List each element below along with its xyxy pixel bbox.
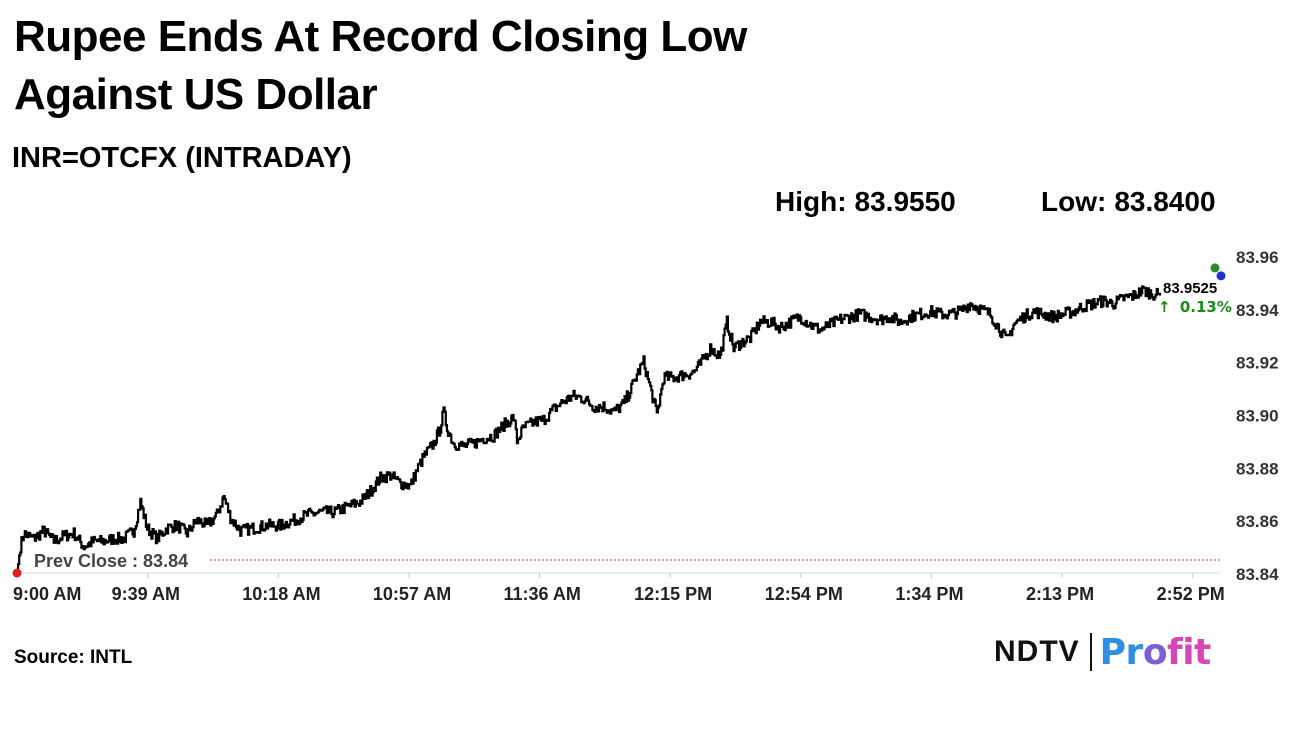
last-value-label: 83.9525	[1163, 280, 1217, 297]
x-tick-label: 1:34 PM	[895, 584, 963, 604]
up-arrow-icon: ↑	[1158, 298, 1171, 316]
chart-title: Rupee Ends At Record Closing Low Against…	[14, 12, 747, 119]
y-tick-label: 83.84	[1236, 565, 1279, 584]
y-tick-label: 83.86	[1236, 512, 1279, 531]
y-tick-label: 83.90	[1236, 407, 1279, 426]
y-tick-label: 83.92	[1236, 354, 1279, 373]
last-point-marker	[1216, 271, 1226, 281]
start-point-marker	[12, 568, 22, 578]
x-tick-label: 12:54 PM	[765, 584, 843, 604]
ndtv-profit-logo: NDTV Profit	[994, 631, 1212, 673]
y-axis: 83.84 83.86 83.88 83.90 83.92 83.94 83.96	[1236, 248, 1279, 584]
y-tick-label: 83.94	[1236, 301, 1279, 320]
y-tick-label: 83.96	[1236, 248, 1279, 267]
high-value: 83.9550	[854, 186, 956, 217]
last-change-label: ↑ 0.13%	[1158, 298, 1232, 316]
logo-ndtv-text: NDTV	[994, 635, 1080, 668]
last-change-value: 0.13%	[1180, 298, 1232, 316]
high-point-marker	[1210, 263, 1220, 273]
x-tick-label: 2:52 PM	[1157, 584, 1225, 604]
prev-close-label: Prev Close : 83.84	[34, 551, 188, 571]
x-tick-label: 9:00 AM	[13, 584, 81, 604]
logo-divider	[1089, 633, 1092, 671]
intraday-line-chart: 83.84 83.86 83.88 83.90 83.92 83.94 83.96 9:00…	[12, 248, 1279, 604]
high-stat: High: 83.9550	[775, 186, 956, 218]
chart-subtitle: INR=OTCFX (INTRADAY)	[12, 142, 352, 174]
x-axis: 9:00 AM 9:39 AM 10:18 AM 10:57 AM 11:36 AM 12…	[13, 573, 1225, 604]
series-line	[17, 285, 1162, 575]
x-tick-label: 12:15 PM	[634, 584, 712, 604]
low-stat: Low: 83.8400	[1041, 186, 1216, 218]
x-tick-label: 10:57 AM	[373, 584, 451, 604]
low-value: 83.8400	[1114, 186, 1216, 217]
x-tick-label: 11:36 AM	[504, 584, 581, 604]
low-label: Low:	[1041, 186, 1107, 217]
x-tick-label: 10:18 AM	[242, 584, 320, 604]
prev-close-label-bg	[28, 548, 210, 572]
source-note: Source: INTL	[14, 647, 133, 668]
high-label: High:	[775, 186, 847, 217]
x-tick-label: 2:13 PM	[1026, 584, 1094, 604]
x-tick-label: 9:39 AM	[112, 584, 180, 604]
logo-profit-text: Profit	[1099, 631, 1212, 673]
y-tick-label: 83.88	[1236, 459, 1279, 478]
